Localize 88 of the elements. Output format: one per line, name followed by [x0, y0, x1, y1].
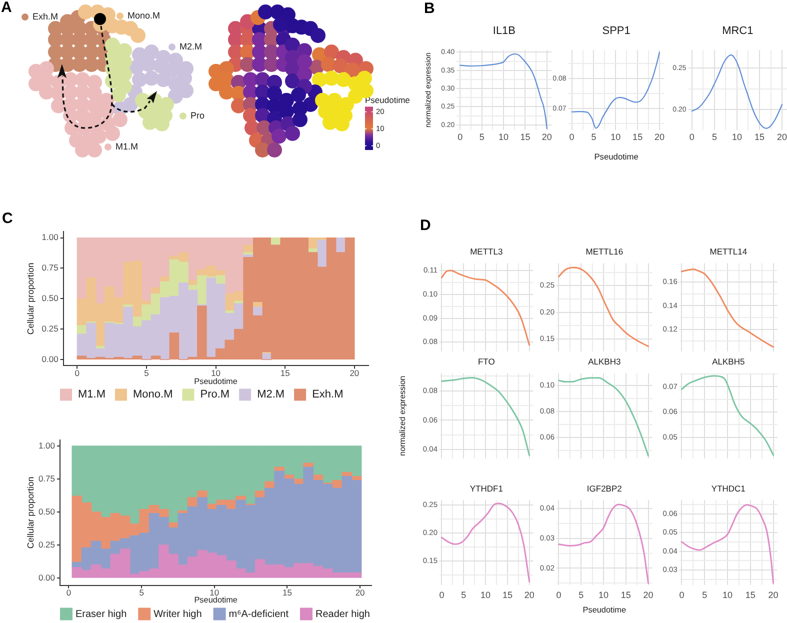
x-axis-title: Pseudotime — [194, 595, 238, 604]
legend-label: Writer high — [154, 608, 202, 620]
x-tick-label: 0 — [689, 132, 694, 142]
category-label: M1.M — [116, 141, 138, 152]
chart-title: SPP1 — [602, 25, 630, 38]
y-tick-label: 0.25 — [38, 539, 56, 550]
text: B — [424, 0, 435, 17]
chart-title: FTO — [478, 356, 496, 367]
chart-title: METTL3 — [470, 246, 503, 257]
category-label: Pro — [190, 110, 205, 120]
x-tick-label: 15 — [280, 368, 290, 378]
x-tick-label: 10 — [722, 590, 732, 600]
x-tick-label: 0 — [679, 590, 684, 600]
chart-title: IGF2BP2 — [586, 483, 622, 494]
x-tick-label: 10 — [210, 588, 220, 598]
x-tick-label: 10 — [480, 590, 491, 600]
text: D — [420, 217, 431, 234]
y-tick-label: 0.25 — [42, 324, 59, 334]
y-tick-label: 0.00 — [42, 354, 59, 364]
legend-label: Mono.M — [133, 388, 173, 401]
y-tick-label: 1.00 — [42, 232, 59, 242]
x-tick-label: 5 — [144, 368, 150, 378]
y-tick-label: 1.00 — [38, 440, 56, 450]
legend-label: Reader high — [315, 608, 370, 620]
x-tick-label: 10 — [732, 132, 742, 142]
x-tick-label: 20 — [777, 132, 787, 142]
x-tick-label: 0 — [74, 368, 80, 378]
x-tick-label: 20 — [350, 368, 360, 378]
legend-label: M2.M — [257, 388, 285, 401]
chart-title: METTL14 — [710, 246, 748, 257]
legend-label: Exh.M — [312, 388, 344, 401]
x-tick-label: 10 — [211, 368, 221, 378]
chart-title: YTHDC1 — [711, 483, 746, 494]
x-tick-label: 0 — [439, 590, 444, 600]
y-tick-label: 0.75 — [38, 473, 56, 484]
legend-label: m⁶A-deficient — [228, 608, 289, 620]
x-axis-title: Pseudotime — [194, 377, 238, 386]
y-tick-label: 0.50 — [38, 506, 56, 516]
x-tick-label: 15 — [282, 588, 292, 598]
x-tick-label: 15 — [632, 132, 643, 142]
x-tick-label: 0 — [556, 590, 562, 600]
chart-title: YTHDF1 — [470, 483, 504, 494]
x-tick-label: 5 — [712, 132, 717, 142]
x-tick-label: 5 — [139, 588, 144, 598]
chart-title: ALKBH3 — [588, 356, 621, 367]
x-axis-title: Pseudotime — [594, 151, 639, 162]
x-tick-label: 5 — [591, 132, 596, 142]
chart-title: IL1B — [492, 25, 516, 38]
x-tick-label: 10 — [598, 590, 609, 600]
x-tick-label: 0 — [66, 588, 72, 598]
x-tick-label: 15 — [754, 132, 765, 142]
category-label: Exh.M — [32, 11, 58, 22]
category-label: Mono.M — [128, 10, 160, 20]
x-tick-label: 0 — [458, 132, 463, 142]
text: A — [1, 0, 12, 16]
x-tick-label: 15 — [502, 590, 512, 600]
category-label: M2.M — [180, 41, 202, 52]
y-axis-title: normalized expression — [398, 376, 408, 456]
chart-title: METTL16 — [586, 246, 624, 257]
x-tick-label: 5 — [702, 590, 708, 600]
x-tick-label: 10 — [498, 132, 509, 142]
x-tick-label: 20 — [542, 132, 552, 142]
chart-title: ALKBH5 — [712, 356, 745, 367]
legend-label: Eraser high — [76, 608, 127, 620]
y-tick-label: 0.50 — [42, 293, 59, 304]
x-tick-label: 20 — [355, 588, 366, 598]
y-tick-label: 0.75 — [42, 262, 59, 273]
y-axis-title: Cellular proportion — [26, 262, 36, 335]
x-tick-label: 5 — [479, 132, 484, 142]
x-tick-label: 0 — [569, 132, 574, 142]
x-tick-label: 15 — [745, 590, 756, 600]
x-tick-label: 10 — [610, 132, 621, 142]
legend-label: Pro.M — [200, 388, 230, 401]
x-axis-title: Pseudotime — [582, 605, 626, 614]
x-tick-label: 20 — [768, 590, 778, 600]
x-tick-label: 5 — [461, 590, 466, 600]
x-tick-label: 15 — [620, 590, 631, 600]
text: C — [2, 210, 13, 227]
legend-label: M1.M — [78, 388, 106, 401]
chart-title: MRC1 — [722, 25, 754, 38]
y-axis-title: Cellular proportion — [26, 476, 36, 549]
x-tick-label: 20 — [654, 132, 664, 142]
x-tick-label: 20 — [643, 590, 654, 600]
x-tick-label: 15 — [520, 132, 530, 142]
y-tick-label: 0.00 — [38, 572, 56, 582]
text: Pseudotime — [365, 94, 410, 104]
x-tick-label: 20 — [524, 590, 534, 600]
x-tick-label: 5 — [578, 590, 584, 600]
